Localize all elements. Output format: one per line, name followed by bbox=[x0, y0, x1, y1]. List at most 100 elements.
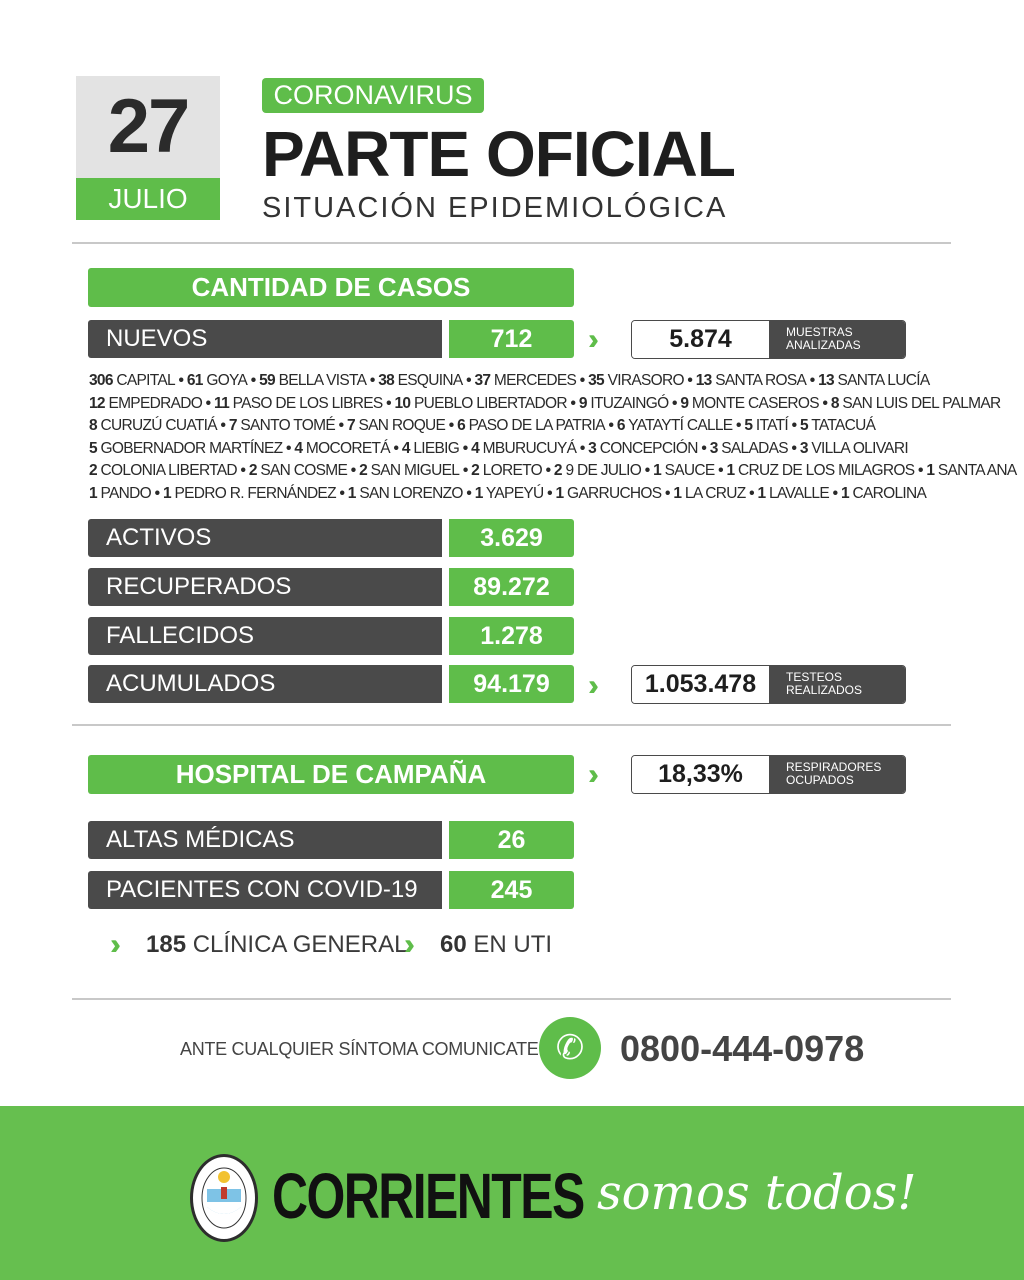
chevron-icon: ›› bbox=[404, 928, 415, 961]
footer-band bbox=[0, 1106, 1024, 1280]
respiradores-box: 18,33% RESPIRADORES OCUPADOS bbox=[631, 755, 906, 794]
localidad-item: 13 SANTA ROSA bbox=[695, 372, 807, 389]
page-title: PARTE OFICIAL bbox=[262, 118, 736, 190]
localidad-item: 2 SAN MIGUEL bbox=[359, 462, 460, 480]
en-uti: 60 EN UTI bbox=[440, 931, 553, 958]
gobierno-seal-logo bbox=[190, 1154, 258, 1242]
localidad-item: 11 PASO DE LOS LIBRES bbox=[214, 394, 383, 412]
activos-value: 3.629 bbox=[449, 519, 574, 557]
pacientes-value: 245 bbox=[449, 871, 574, 909]
pacientes-label: PACIENTES CON COVID-19 bbox=[88, 871, 442, 909]
clinica-general: 185 CLÍNICA GENERAL bbox=[146, 931, 408, 958]
tag-coronavirus: CORONAVIRUS bbox=[262, 78, 484, 113]
localidad-item: 9 MONTE CASEROS bbox=[680, 394, 819, 412]
muestras-value: 5.874 bbox=[632, 321, 769, 358]
localidad-item: 13 SANTA LUCÍA bbox=[818, 372, 930, 389]
localidad-item: 7 SANTO TOMÉ bbox=[228, 417, 336, 435]
localidad-item: 1 SAUCE bbox=[653, 462, 715, 480]
phone-number[interactable]: 0800-444-0978 bbox=[620, 1028, 865, 1069]
localidades-line: 1 PANDO • 1 PEDRO R. FERNÁNDEZ • 1 SAN L… bbox=[89, 484, 927, 502]
divider bbox=[72, 242, 951, 244]
localidad-item: 5 TATACUÁ bbox=[799, 417, 876, 435]
localidad-item: 4 LIEBIG bbox=[401, 439, 460, 457]
acumulados-value: 94.179 bbox=[449, 665, 574, 703]
respiradores-label: RESPIRADORES bbox=[786, 760, 882, 774]
localidad-item: 1 SANTA ANA bbox=[926, 462, 1017, 480]
localidad-item: 6 PASO DE LA PATRIA bbox=[457, 417, 605, 435]
nuevos-value: 712 bbox=[449, 320, 574, 358]
respiradores-value: 18,33% bbox=[632, 756, 769, 793]
localidad-item: 59 BELLA VISTA bbox=[259, 372, 367, 389]
hospital-heading: HOSPITAL DE CAMPAÑA bbox=[88, 755, 574, 794]
divider bbox=[72, 998, 951, 1000]
testeos-label-2: REALIZADOS bbox=[786, 683, 863, 697]
casos-heading: CANTIDAD DE CASOS bbox=[88, 268, 574, 307]
localidad-item: 61 GOYA bbox=[186, 372, 248, 389]
localidad-item: 38 ESQUINA bbox=[378, 372, 463, 389]
localidad-item: 1 CRUZ DE LOS MILAGROS bbox=[726, 462, 916, 480]
altas-value: 26 bbox=[449, 821, 574, 859]
chevron-icon: ›› bbox=[588, 758, 599, 791]
muestras-label-2: ANALIZADAS bbox=[786, 338, 861, 352]
contact-text: ANTE CUALQUIER SÍNTOMA COMUNICATE AL bbox=[180, 1039, 564, 1059]
brand-corrientes: CORRIENTES bbox=[272, 1160, 585, 1232]
localidades-list: 306 CAPITAL • 61 GOYA • 59 BELLA VISTA •… bbox=[89, 370, 1017, 506]
localidades-line: 12 EMPEDRADO • 11 PASO DE LOS LIBRES • 1… bbox=[89, 394, 1001, 412]
localidad-item: 306 CAPITAL bbox=[89, 372, 176, 389]
localidades-line: 8 CURUZÚ CUATIÁ • 7 SANTO TOMÉ • 7 SAN R… bbox=[89, 417, 876, 435]
acumulados-label: ACUMULADOS bbox=[88, 665, 442, 703]
muestras-label: MUESTRAS bbox=[786, 325, 853, 339]
chevron-icon: ›› bbox=[110, 928, 121, 961]
localidad-item: 1 PEDRO R. FERNÁNDEZ bbox=[162, 484, 337, 502]
respiradores-label-2: OCUPADOS bbox=[786, 773, 854, 787]
localidad-item: 5 ITATÍ bbox=[744, 417, 789, 435]
localidad-item: 12 EMPEDRADO bbox=[89, 394, 203, 412]
muestras-box: 5.874 MUESTRAS ANALIZADAS bbox=[631, 320, 906, 359]
date-day: 27 bbox=[76, 76, 220, 178]
date-month: JULIO bbox=[76, 178, 220, 220]
localidad-item: 2 LORETO bbox=[471, 462, 542, 480]
localidad-item: 6 YATAYTÍ CALLE bbox=[616, 417, 733, 435]
localidad-item: 1 LA CRUZ bbox=[673, 484, 746, 502]
localidad-item: 7 SAN ROQUE bbox=[346, 417, 446, 435]
localidad-item: 3 VILLA OLIVARI bbox=[799, 439, 909, 457]
localidad-item: 10 PUEBLO LIBERTADOR bbox=[394, 394, 568, 412]
localidad-item: 1 PANDO bbox=[89, 484, 152, 502]
localidades-line: 306 CAPITAL • 61 GOYA • 59 BELLA VISTA •… bbox=[89, 372, 930, 389]
localidad-item: 1 GARRUCHOS bbox=[555, 484, 662, 502]
localidad-item: 2 COLONIA LIBERTAD bbox=[89, 462, 238, 480]
localidad-item: 35 VIRASORO bbox=[588, 372, 684, 389]
fallecidos-label: FALLECIDOS bbox=[88, 617, 442, 655]
testeos-label: TESTEOS bbox=[786, 670, 843, 684]
nuevos-label: NUEVOS bbox=[88, 320, 442, 358]
localidad-item: 8 SAN LUIS DEL PALMAR bbox=[830, 394, 1001, 412]
localidad-item: 1 YAPEYÚ bbox=[474, 484, 544, 502]
localidad-item: 5 GOBERNADOR MARTÍNEZ bbox=[89, 439, 283, 457]
localidades-line: 2 COLONIA LIBERTAD • 2 SAN COSME • 2 SAN… bbox=[89, 462, 1017, 480]
localidad-item: 37 MERCEDES bbox=[474, 372, 577, 389]
chevron-icon: ›› bbox=[588, 323, 599, 356]
altas-label: ALTAS MÉDICAS bbox=[88, 821, 442, 859]
localidad-item: 3 SALADAS bbox=[709, 439, 789, 457]
localidad-item: 1 SAN LORENZO bbox=[347, 484, 464, 502]
localidad-item: 4 MBURUCUYÁ bbox=[471, 439, 577, 457]
slogan: somos todos! bbox=[597, 1165, 917, 1221]
testeos-box: 1.053.478 TESTEOS REALIZADOS bbox=[631, 665, 906, 704]
localidad-item: 2 9 DE JULIO bbox=[553, 462, 642, 480]
localidad-item: 2 SAN COSME bbox=[248, 462, 348, 480]
page-subtitle: SITUACIÓN EPIDEMIOLÓGICA bbox=[262, 192, 728, 224]
localidades-line: 5 GOBERNADOR MARTÍNEZ • 4 MOCORETÁ • 4 L… bbox=[89, 439, 909, 457]
localidad-item: 4 MOCORETÁ bbox=[294, 439, 390, 457]
activos-label: ACTIVOS bbox=[88, 519, 442, 557]
recuperados-label: RECUPERADOS bbox=[88, 568, 442, 606]
recuperados-value: 89.272 bbox=[449, 568, 574, 606]
localidad-item: 1 CAROLINA bbox=[840, 484, 927, 502]
fallecidos-value: 1.278 bbox=[449, 617, 574, 655]
localidad-item: 3 CONCEPCIÓN bbox=[588, 439, 698, 457]
divider bbox=[72, 724, 951, 726]
localidad-item: 1 LAVALLE bbox=[757, 484, 829, 502]
localidad-item: 8 CURUZÚ CUATIÁ bbox=[89, 417, 218, 435]
testeos-value: 1.053.478 bbox=[632, 666, 769, 703]
phone-icon: ✆ bbox=[539, 1017, 601, 1079]
chevron-icon: ›› bbox=[588, 669, 599, 702]
